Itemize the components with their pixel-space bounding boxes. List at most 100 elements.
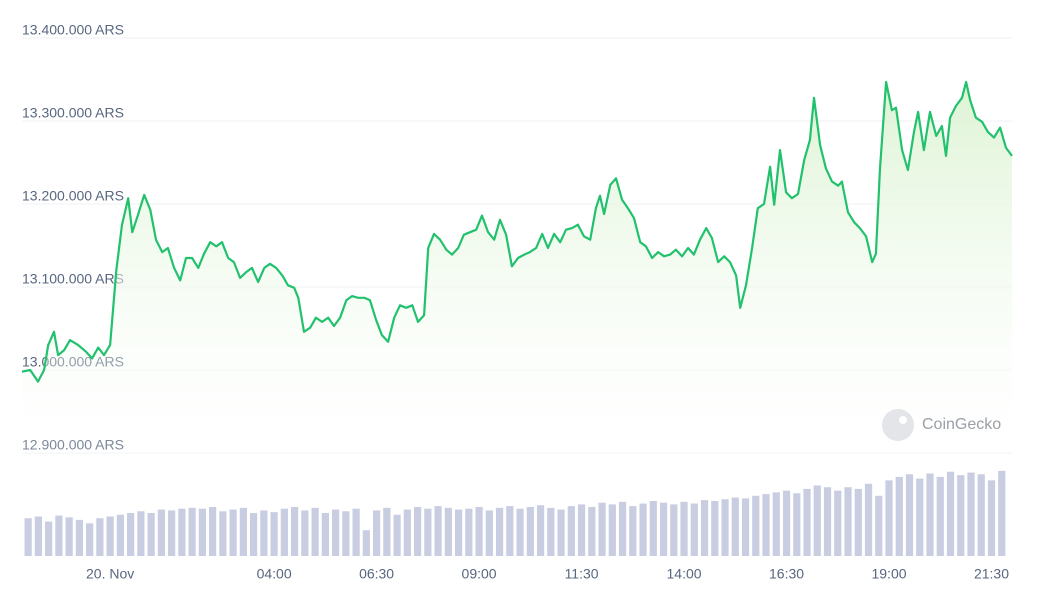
volume-bar bbox=[413, 506, 422, 556]
volume-bar bbox=[598, 502, 606, 556]
volume-bar bbox=[987, 480, 996, 556]
volume-bar bbox=[680, 501, 688, 556]
volume-bar bbox=[137, 511, 145, 556]
volume-bar bbox=[946, 471, 955, 556]
volume-bar bbox=[280, 508, 288, 556]
volume-bar bbox=[957, 475, 965, 556]
volume-bar bbox=[731, 497, 739, 556]
volume-bar bbox=[567, 506, 575, 556]
volume-bar bbox=[700, 500, 709, 556]
volume-bar bbox=[198, 508, 206, 556]
volume-bar bbox=[444, 507, 452, 556]
y-tick-label: 13.300.000 ARS bbox=[22, 105, 124, 121]
volume-bar bbox=[905, 474, 914, 556]
volume-bar bbox=[219, 511, 227, 556]
volume-bar bbox=[65, 517, 73, 556]
volume-bar bbox=[383, 507, 391, 556]
volume-bar bbox=[670, 504, 678, 556]
volume-bar bbox=[977, 474, 985, 556]
volume-bar bbox=[506, 506, 514, 556]
watermark-logo-eye bbox=[899, 416, 907, 424]
volume-bar bbox=[434, 506, 442, 556]
x-tick-label: 04:00 bbox=[257, 566, 292, 582]
watermark: CoinGecko bbox=[882, 409, 1001, 441]
volume-bar bbox=[526, 506, 534, 556]
volume-bar bbox=[823, 487, 832, 556]
volume-bar bbox=[24, 518, 32, 556]
volume-bar bbox=[45, 521, 53, 556]
volume-bar bbox=[157, 509, 165, 556]
volume-bar bbox=[885, 480, 893, 556]
volume-bar bbox=[96, 518, 104, 556]
price-line bbox=[21, 80, 1013, 383]
volume-bar bbox=[803, 488, 811, 556]
volume-bar bbox=[629, 506, 637, 556]
x-tick-label: 14:00 bbox=[667, 566, 702, 582]
volume-bar bbox=[618, 501, 627, 556]
volume-bar bbox=[967, 472, 975, 556]
x-tick-label: 11:30 bbox=[565, 566, 599, 582]
volume-bar bbox=[270, 512, 278, 556]
x-tick-label: 19:00 bbox=[871, 566, 906, 582]
volume-bar bbox=[403, 509, 411, 556]
volume-bar bbox=[772, 492, 780, 556]
volume-bar bbox=[75, 519, 84, 556]
y-tick-label: 13.100.000 ARS bbox=[22, 271, 124, 287]
volume-bar bbox=[465, 508, 473, 556]
volume-bar bbox=[127, 513, 135, 556]
x-tick-label: 21:30 bbox=[974, 566, 1009, 582]
y-tick-label: 13.200.000 ARS bbox=[22, 188, 124, 204]
volume-bar bbox=[229, 509, 237, 556]
x-tick-label: 06:30 bbox=[359, 566, 394, 582]
volume-bar bbox=[649, 500, 657, 556]
volume-bar bbox=[352, 508, 360, 556]
y-tick-label: 13.400.000 ARS bbox=[22, 22, 124, 38]
area bbox=[22, 82, 1012, 453]
volume-bar bbox=[875, 495, 883, 556]
volume-bar bbox=[864, 483, 873, 556]
volume-bar bbox=[782, 490, 791, 556]
volume-bar bbox=[209, 506, 217, 556]
volume-bar bbox=[311, 507, 319, 556]
volume-bar bbox=[741, 498, 750, 556]
volume-bar bbox=[301, 510, 309, 556]
volume-bar bbox=[536, 505, 545, 556]
volume-bar bbox=[393, 514, 401, 556]
volume-bar bbox=[516, 508, 524, 556]
volume-bar bbox=[250, 513, 258, 556]
volume-bar bbox=[690, 503, 698, 556]
volume-bar bbox=[475, 506, 483, 556]
volume-bar bbox=[916, 478, 924, 556]
volume-bar bbox=[188, 507, 196, 556]
volume-bar bbox=[762, 494, 770, 556]
volume-bar bbox=[362, 530, 370, 556]
volume-bar bbox=[168, 510, 176, 556]
volume-bar bbox=[659, 502, 668, 556]
volume-bar bbox=[639, 503, 647, 556]
volume-bar bbox=[557, 509, 565, 556]
volume-bar bbox=[547, 507, 555, 556]
volume-bar bbox=[588, 506, 596, 556]
x-tick-label: 20. Nov bbox=[86, 566, 134, 582]
volume-bar bbox=[34, 516, 43, 556]
volume-bar bbox=[936, 476, 944, 556]
watermark-text: CoinGecko bbox=[922, 416, 1001, 433]
volume-bar bbox=[106, 516, 114, 556]
x-tick-label: 16:30 bbox=[769, 566, 804, 582]
watermark-logo bbox=[882, 409, 914, 441]
volume-bar bbox=[721, 499, 729, 556]
volume-bar bbox=[239, 507, 247, 556]
volume-bar bbox=[331, 509, 340, 556]
volume-bar bbox=[752, 495, 760, 556]
volume-bar bbox=[485, 510, 493, 556]
x-tick-label: 09:00 bbox=[462, 566, 497, 582]
volume-bar bbox=[372, 510, 381, 556]
volume-bar bbox=[711, 500, 719, 556]
volume-bar bbox=[926, 473, 934, 556]
volume-bar bbox=[998, 470, 1006, 556]
volume-bar bbox=[147, 513, 155, 556]
volume-bar bbox=[260, 510, 268, 556]
volume-bar bbox=[454, 509, 463, 556]
volume-bar bbox=[178, 508, 186, 556]
